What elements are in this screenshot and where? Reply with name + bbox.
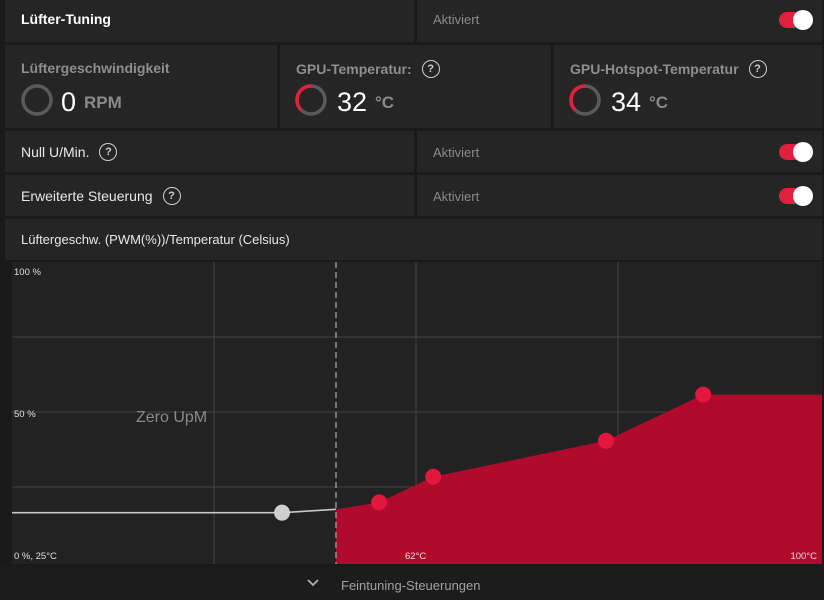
- origin-tick-label: 0 %, 25°C: [14, 551, 57, 562]
- curve-point[interactable]: [425, 468, 442, 485]
- gpu-hotspot-cell: [554, 45, 822, 128]
- curve-point[interactable]: [598, 432, 614, 449]
- fine-tuning-label[interactable]: Feintuning-Steuerungen: [341, 578, 481, 593]
- zero-rpm-label: Null U/Min. ?: [21, 143, 118, 161]
- gpu-hotspot-unit: °C: [649, 93, 669, 112]
- x-tick-label-end: 100°C: [790, 551, 817, 562]
- gpu-temp-cell: [280, 45, 551, 128]
- fan-speed-title-text: Lüftergeschwindigkeit: [21, 60, 170, 76]
- fan-speed-unit: RPM: [84, 93, 122, 112]
- zero-rpm-curve-line: [281, 508, 337, 514]
- advanced-control-label-text: Erweiterte Steuerung: [21, 188, 153, 204]
- toggle-knob: [793, 186, 813, 206]
- advanced-right-cell: [417, 175, 822, 216]
- gpu-temp-help-icon[interactable]: ?: [421, 60, 440, 78]
- toggle-knob: [793, 142, 813, 162]
- fan-speed-gauge-icon: [21, 84, 53, 116]
- gpu-hotspot-gauge-icon: [569, 84, 601, 116]
- y-tick-label-mid: 50 %: [14, 409, 36, 420]
- advanced-control-toggle[interactable]: [779, 186, 813, 206]
- gpu-temp-gauge-icon: [295, 84, 327, 116]
- advanced-control-label: Erweiterte Steuerung ?: [21, 187, 181, 205]
- chart-header-label: Lüftergeschw. (PWM(%))/Temperatur (Celsi…: [21, 232, 290, 247]
- fan-speed-title: Lüftergeschwindigkeit: [21, 60, 170, 76]
- fan-curve-svg[interactable]: 100 % 50 % 0 %, 25°C 62°C 100°C Zero UpM: [12, 262, 822, 564]
- y-tick-label-top: 100 %: [14, 267, 41, 278]
- curve-point[interactable]: [695, 386, 712, 403]
- fan-speed-value: 0: [61, 87, 77, 117]
- zero-rpm-status: Aktiviert: [433, 145, 480, 160]
- chevron-down-icon[interactable]: [306, 578, 320, 588]
- header-right-cell: [417, 0, 822, 42]
- gpu-temp-unit: °C: [375, 93, 395, 112]
- gpu-hotspot-help-icon[interactable]: ?: [748, 60, 767, 78]
- header-left-cell: [5, 0, 414, 42]
- advanced-left-cell: [5, 175, 414, 216]
- advanced-control-status: Aktiviert: [433, 189, 480, 204]
- fan-curve-area: [336, 394, 822, 564]
- zero-rpm-toggle[interactable]: [779, 142, 813, 162]
- zero-rpm-label-text: Null U/Min.: [21, 144, 90, 160]
- fan-curve-chart[interactable]: 100 % 50 % 0 %, 25°C 62°C 100°C Zero UpM: [12, 262, 822, 564]
- x-tick-label-mid: 62°C: [405, 551, 426, 562]
- fan-tuning-toggle[interactable]: [779, 10, 813, 30]
- gpu-temp-title-text: GPU-Temperatur:: [296, 61, 412, 77]
- toggle-knob: [793, 10, 813, 30]
- footer-bar[interactable]: [0, 566, 824, 600]
- curve-point[interactable]: [371, 494, 388, 511]
- zero-rpm-region-label: Zero UpM: [136, 409, 207, 426]
- gpu-hotspot-title: GPU-Hotspot-Temperatur ?: [570, 60, 767, 78]
- fan-speed-cell: [5, 45, 277, 128]
- advanced-control-help-icon[interactable]: ?: [162, 187, 181, 205]
- curve-point-disabled[interactable]: [274, 504, 290, 521]
- gpu-temp-value: 32: [337, 87, 368, 117]
- chart-header-cell: [5, 219, 822, 260]
- zero-rpm-right-cell: [417, 131, 822, 172]
- gpu-hotspot-value: 34: [611, 87, 642, 117]
- page-title: Lüfter-Tuning: [21, 11, 111, 27]
- gpu-temp-title: GPU-Temperatur: ?: [296, 60, 440, 78]
- zero-rpm-left-cell: [5, 131, 414, 172]
- zero-rpm-help-icon[interactable]: ?: [99, 143, 118, 161]
- gpu-hotspot-title-text: GPU-Hotspot-Temperatur: [570, 61, 739, 77]
- fan-tuning-status: Aktiviert: [433, 12, 480, 27]
